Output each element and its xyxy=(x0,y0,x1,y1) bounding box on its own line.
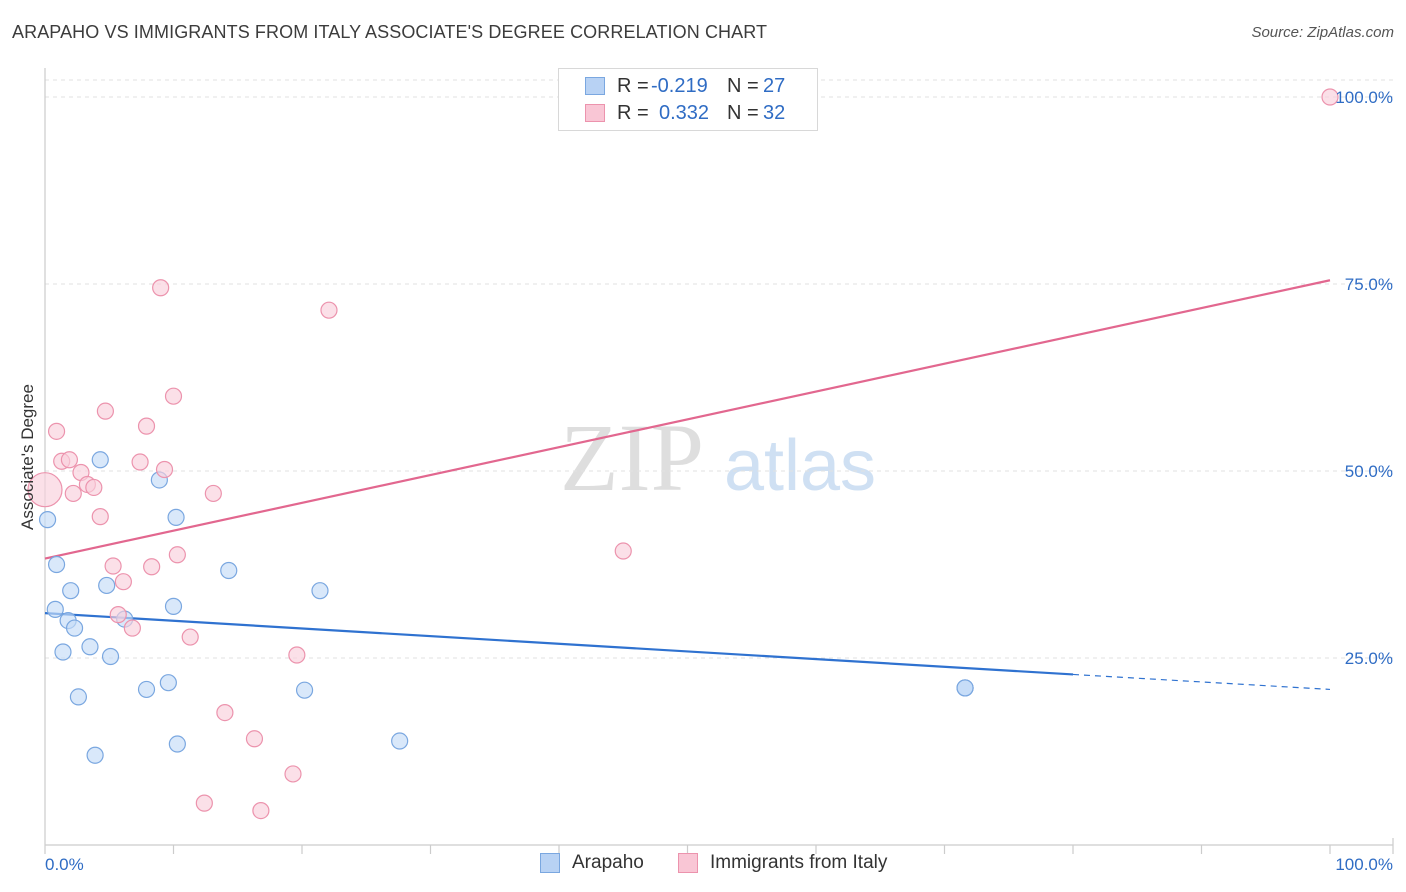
data-point xyxy=(38,511,57,529)
data-point xyxy=(164,597,183,615)
series-legend-arapaho[interactable]: Arapaho xyxy=(540,852,644,874)
data-point xyxy=(143,558,161,576)
y-tick-label: 75.0% xyxy=(1345,275,1393,294)
data-point xyxy=(295,681,314,699)
data-point xyxy=(101,647,120,666)
data-point xyxy=(164,387,183,405)
tick-labels: 25.0% 50.0% 75.0% 100.0% 0.0% 100.0% xyxy=(45,88,1393,874)
data-point xyxy=(47,555,66,574)
trend-lines xyxy=(44,279,1331,691)
data-point xyxy=(216,704,234,722)
data-point xyxy=(114,573,132,591)
watermark-atlas: atlas xyxy=(724,426,876,506)
chart-title: ARAPAHO VS IMMIGRANTS FROM ITALY ASSOCIA… xyxy=(12,22,768,42)
data-point xyxy=(62,582,80,600)
data-point xyxy=(47,422,66,440)
data-point xyxy=(614,542,632,560)
gridlines xyxy=(45,79,1393,659)
data-point xyxy=(155,460,174,479)
data-point xyxy=(69,688,88,706)
series-label-italy: Immigrants from Italy xyxy=(710,852,888,873)
legend-n-value: 32 xyxy=(763,101,786,124)
legend-n-label: N = xyxy=(727,101,759,124)
data-point xyxy=(1321,88,1339,106)
legend-row-italy: R = 0.332 N = 32 xyxy=(585,101,785,125)
series-swatch-italy xyxy=(678,853,698,873)
data-point xyxy=(168,735,186,753)
data-point xyxy=(64,484,82,503)
x-tick-label: 0.0% xyxy=(45,855,84,874)
y-axis-label: Associate's Degree xyxy=(18,384,37,530)
data-point xyxy=(252,801,270,820)
data-point xyxy=(168,546,186,564)
series-label-arapaho: Arapaho xyxy=(572,852,644,873)
legend-n-value: 27 xyxy=(763,74,786,97)
data-point xyxy=(204,484,222,503)
data-point xyxy=(91,451,109,469)
y-tick-label: 25.0% xyxy=(1345,649,1393,668)
series-swatch-arapaho xyxy=(540,853,560,873)
legend-swatch-italy xyxy=(585,104,605,122)
legend-r-label: R = xyxy=(617,74,649,97)
trend-line-extension-0 xyxy=(1072,673,1331,691)
y-tick-label: 100.0% xyxy=(1335,88,1393,107)
trend-line-1 xyxy=(44,279,1331,560)
data-point xyxy=(91,508,109,526)
data-point xyxy=(245,730,264,748)
legend-row-arapaho: R = -0.219 N = 27 xyxy=(585,74,785,98)
data-point xyxy=(167,508,185,526)
correlation-legend: R = -0.219 N = 27 R = 0.332 N = 32 xyxy=(558,68,818,131)
data-point xyxy=(311,582,329,600)
data-point xyxy=(159,674,177,692)
series-legend-italy[interactable]: Immigrants from Italy xyxy=(678,852,887,874)
data-point xyxy=(60,451,79,469)
data-point xyxy=(46,600,64,618)
data-point xyxy=(65,619,84,637)
legend-r-value: 0.332 xyxy=(659,101,710,124)
data-point xyxy=(137,417,156,435)
data-point xyxy=(123,619,141,637)
data-point xyxy=(54,643,72,661)
data-points xyxy=(27,88,1339,820)
data-point xyxy=(220,561,238,580)
data-point xyxy=(181,628,199,646)
data-point xyxy=(956,679,974,697)
trend-line-0 xyxy=(44,612,1074,676)
data-point xyxy=(284,765,302,783)
axes xyxy=(44,68,1394,854)
data-point xyxy=(27,472,63,508)
data-point xyxy=(109,606,127,624)
legend-r-value: -0.219 xyxy=(651,74,708,97)
data-point xyxy=(195,794,213,812)
data-point xyxy=(137,680,156,699)
y-tick-label: 50.0% xyxy=(1345,462,1393,481)
data-point xyxy=(288,646,306,664)
series-legend: Arapaho Immigrants from Italy xyxy=(0,852,1406,878)
data-point xyxy=(85,478,103,497)
data-point xyxy=(152,279,170,297)
legend-n-label: N = xyxy=(727,74,759,97)
data-point xyxy=(391,732,409,750)
source-label: Source: ZipAtlas.com xyxy=(1251,24,1394,41)
data-point xyxy=(320,301,338,319)
data-point xyxy=(131,453,149,471)
data-point xyxy=(98,576,116,595)
data-point xyxy=(81,638,99,656)
data-point xyxy=(104,557,122,575)
data-point xyxy=(96,402,114,420)
legend-swatch-arapaho xyxy=(585,77,605,95)
legend-r-label: R = xyxy=(617,101,649,124)
x-tick-label: 100.0% xyxy=(1335,855,1393,874)
data-point xyxy=(86,746,104,764)
